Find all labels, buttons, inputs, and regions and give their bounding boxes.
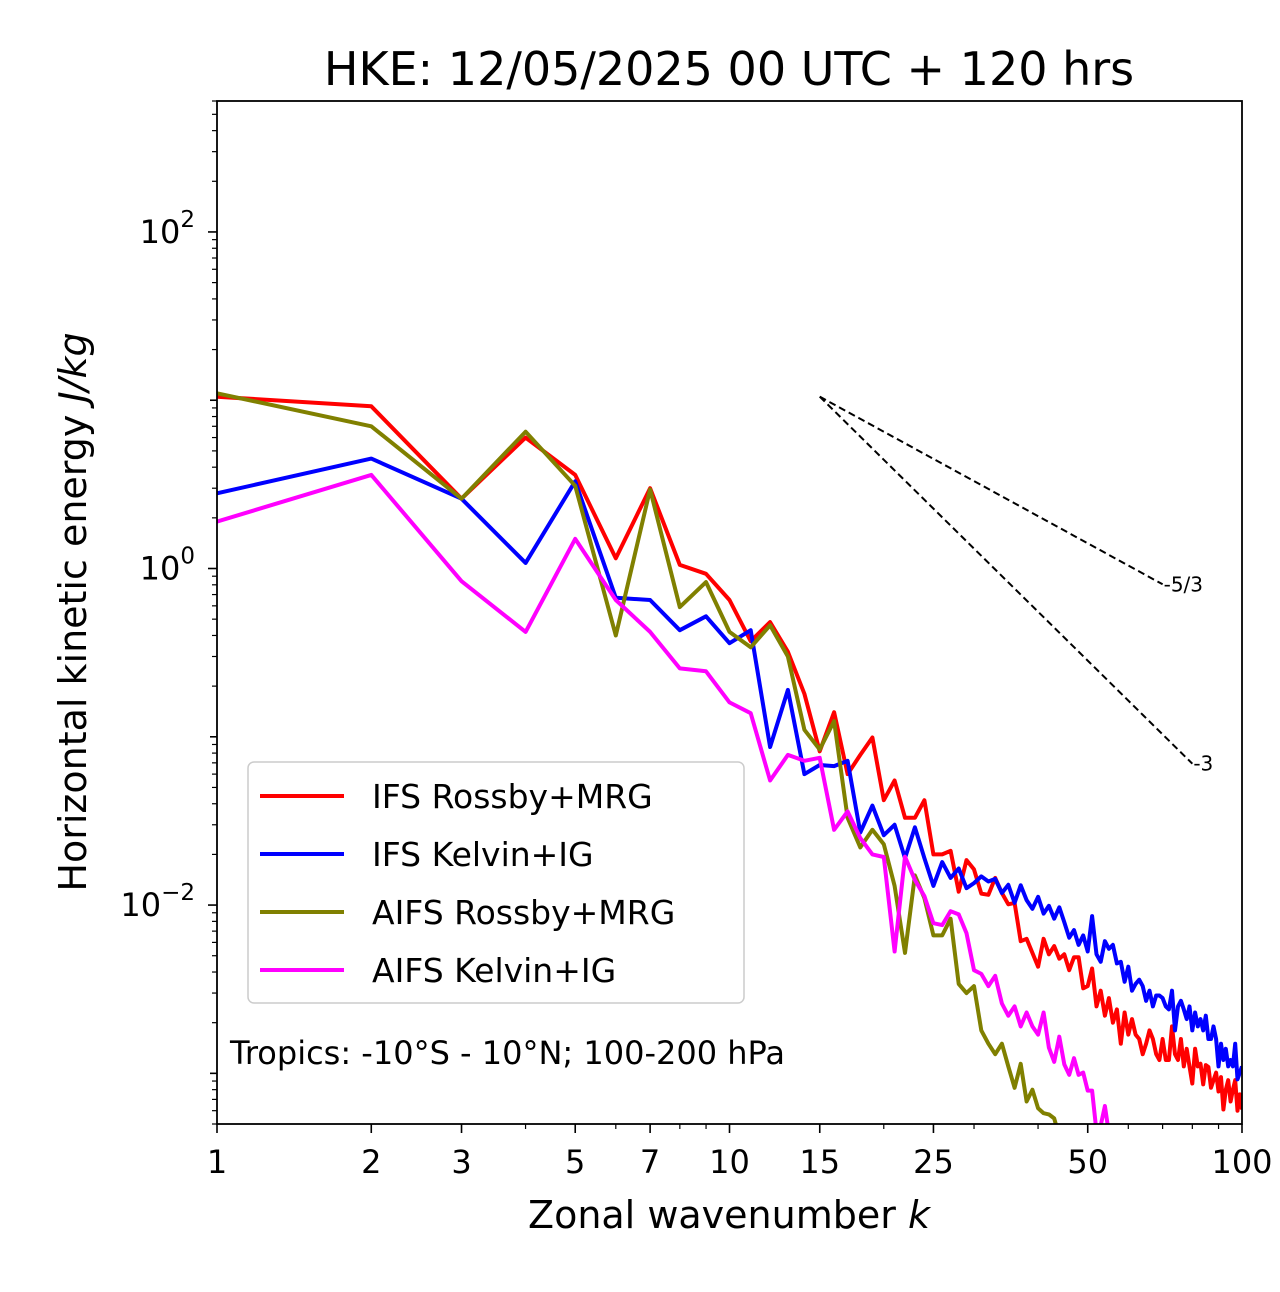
y-axis-label-unit: J/kg bbox=[51, 332, 95, 409]
reference-slope-label: -3 bbox=[1193, 752, 1213, 776]
series-line bbox=[217, 456, 1242, 1082]
x-tick-label: 1 bbox=[207, 1143, 227, 1181]
legend: IFS Rossby+MRG IFS Kelvin+IG AIFS Rossby+M… bbox=[247, 761, 745, 1004]
y-tick-label: 100 bbox=[140, 544, 195, 588]
y-tick-labels: 10−2 100 102 bbox=[120, 207, 195, 924]
region-annotation: Tropics: -10°S - 10°N; 100-200 hPa bbox=[229, 1034, 785, 1072]
chart-title: HKE: 12/05/2025 00 UTC + 120 hrs bbox=[324, 42, 1134, 96]
x-tick-label: 100 bbox=[1211, 1143, 1272, 1181]
x-tick-label: 50 bbox=[1067, 1143, 1108, 1181]
x-tick-label: 5 bbox=[565, 1143, 585, 1181]
legend-box bbox=[247, 761, 745, 1004]
x-tick-label: 15 bbox=[799, 1143, 840, 1181]
x-tick-label: 2 bbox=[361, 1143, 381, 1181]
legend-label: AIFS Rossby+MRG bbox=[372, 893, 675, 932]
reference-slopes: -5/3 -3 bbox=[819, 395, 1213, 776]
series-layer bbox=[217, 391, 1242, 1124]
x-axis-label-text: Zonal wavenumber bbox=[528, 1193, 896, 1237]
reference-slope-label: -5/3 bbox=[1164, 572, 1203, 596]
x-tick-label: 10 bbox=[709, 1143, 750, 1181]
y-axis-label-text: Horizontal kinetic energy bbox=[51, 415, 95, 892]
legend-label: AIFS Kelvin+IG bbox=[372, 951, 616, 990]
reference-slope-line bbox=[819, 395, 1164, 586]
x-axis-label-var: k bbox=[908, 1193, 932, 1237]
reference-slope-line bbox=[819, 395, 1194, 765]
legend-entries: IFS Rossby+MRG IFS Kelvin+IG AIFS Rossby+M… bbox=[260, 777, 675, 990]
y-tick-label: 10−2 bbox=[120, 880, 195, 924]
x-tick-label: 25 bbox=[913, 1143, 954, 1181]
x-tick-label: 7 bbox=[640, 1143, 660, 1181]
legend-label: IFS Rossby+MRG bbox=[372, 777, 653, 816]
x-axis-label: Zonal wavenumber k bbox=[528, 1193, 932, 1237]
x-tick-labels: 1 2 3 5 7 10 15 25 50 100 bbox=[207, 1143, 1273, 1181]
plot-frame bbox=[216, 100, 1243, 1125]
legend-label: IFS Kelvin+IG bbox=[372, 835, 594, 874]
series-line bbox=[217, 394, 1242, 1113]
x-tick-label: 3 bbox=[451, 1143, 471, 1181]
y-axis-label: Horizontal kinetic energy J/kg bbox=[51, 332, 95, 891]
series-line bbox=[217, 472, 1110, 1124]
y-tick-label: 102 bbox=[140, 207, 195, 251]
